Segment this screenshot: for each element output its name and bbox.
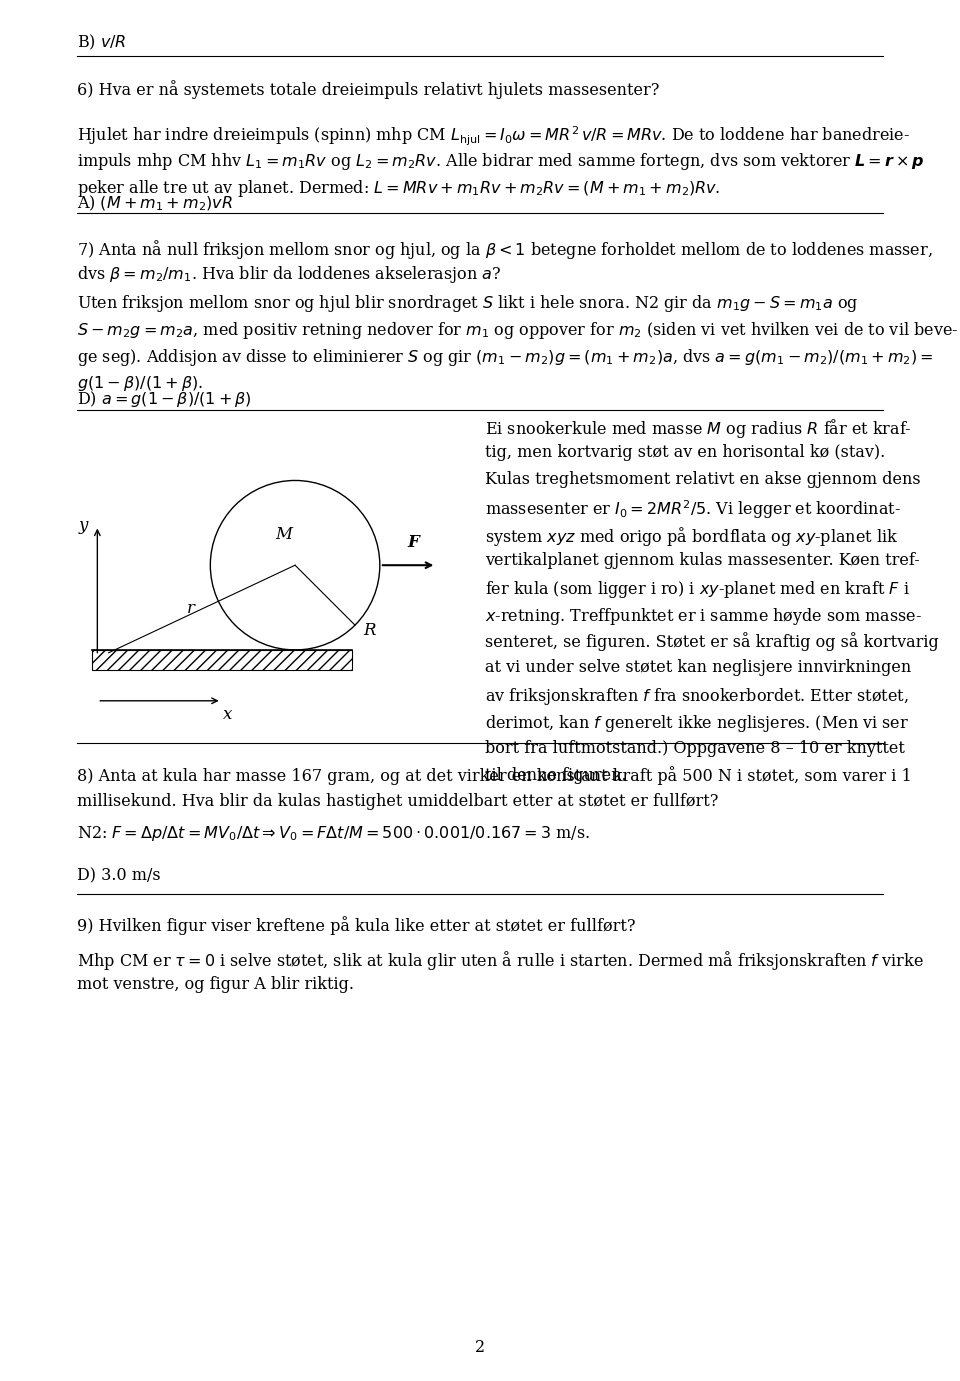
Text: bort fra luftmotstand.) Oppgavene 8 – 10 er knyttet: bort fra luftmotstand.) Oppgavene 8 – 10… xyxy=(485,740,904,757)
Text: av friksjonskraften $f$ fra snookerbordet. Etter støtet,: av friksjonskraften $f$ fra snookerborde… xyxy=(485,686,908,707)
Text: Ei snookerkule med masse $M$ og radius $R$ får et kraf-: Ei snookerkule med masse $M$ og radius $… xyxy=(485,417,912,441)
Text: F: F xyxy=(408,534,420,551)
Text: tig, men kortvarig støt av en horisontal kø (stav).: tig, men kortvarig støt av en horisontal… xyxy=(485,445,885,461)
Text: D) $a = g(1-\beta)/(1+\beta)$: D) $a = g(1-\beta)/(1+\beta)$ xyxy=(77,389,252,409)
Text: system $xyz$ med origo på bordflata og $xy$-planet lik: system $xyz$ med origo på bordflata og $… xyxy=(485,525,898,548)
Text: x: x xyxy=(223,707,232,724)
Text: Uten friksjon mellom snor og hjul blir snordraget $S$ likt i hele snora. N2 gir : Uten friksjon mellom snor og hjul blir s… xyxy=(77,293,858,313)
Text: Mhp CM er $\tau = 0$ i selve støtet, slik at kula glir uten å rulle i starten. D: Mhp CM er $\tau = 0$ i selve støtet, sli… xyxy=(77,949,924,972)
Text: ge seg). Addisjon av disse to eliminierer $S$ og gir $(m_1 - m_2)g = (m_1 + m_2): ge seg). Addisjon av disse to eliminiere… xyxy=(77,347,933,367)
Text: derimot, kan $f$ generelt ikke neglisjeres. (Men vi ser: derimot, kan $f$ generelt ikke neglisjer… xyxy=(485,714,909,735)
Text: N2: $F = \Delta p/\Delta t = MV_0/\Delta t \Rightarrow V_0 = F\Delta t/M = 500\c: N2: $F = \Delta p/\Delta t = MV_0/\Delta… xyxy=(77,824,589,844)
Text: $g(1-\beta)/(1+\beta)$.: $g(1-\beta)/(1+\beta)$. xyxy=(77,373,203,392)
Text: mot venstre, og figur A blir riktig.: mot venstre, og figur A blir riktig. xyxy=(77,975,354,993)
Text: y: y xyxy=(79,516,88,534)
Text: 2: 2 xyxy=(475,1340,485,1356)
Text: Kulas treghetsmoment relativt en akse gjennom dens: Kulas treghetsmoment relativt en akse gj… xyxy=(485,471,921,487)
Text: R: R xyxy=(363,623,375,639)
Text: 7) Anta nå null friksjon mellom snor og hjul, og la $\beta < 1$ betegne forholde: 7) Anta nå null friksjon mellom snor og … xyxy=(77,238,932,261)
Text: 9) Hvilken figur viser kreftene på kula like etter at støtet er fullført?: 9) Hvilken figur viser kreftene på kula … xyxy=(77,916,636,935)
Text: fer kula (som ligger i ro) i $xy$-planet med en kraft $F$ i: fer kula (som ligger i ro) i $xy$-planet… xyxy=(485,579,910,599)
Text: $S - m_2 g = m_2 a$, med positiv retning nedover for $m_1$ og oppover for $m_2$ : $S - m_2 g = m_2 a$, med positiv retning… xyxy=(77,319,958,341)
Text: Hjulet har indre dreieimpuls (spinn) mhp CM $L_{\mathrm{hjul}} = I_0\omega = MR^: Hjulet har indre dreieimpuls (spinn) mhp… xyxy=(77,124,910,148)
Text: til denne figuren.: til denne figuren. xyxy=(485,768,627,784)
Text: A) $(M + m_1 + m_2)vR$: A) $(M + m_1 + m_2)vR$ xyxy=(77,193,232,214)
Text: D) 3.0 m/s: D) 3.0 m/s xyxy=(77,867,160,884)
Text: millisekund. Hva blir da kulas hastighet umiddelbart etter at støtet er fullført: millisekund. Hva blir da kulas hastighet… xyxy=(77,793,718,811)
Text: M: M xyxy=(276,526,292,543)
Text: r: r xyxy=(186,601,195,617)
Text: vertikalplanet gjennom kulas massesenter. Køen tref-: vertikalplanet gjennom kulas massesenter… xyxy=(485,552,920,569)
Text: senteret, se figuren. Støtet er så kraftig og så kortvarig: senteret, se figuren. Støtet er så kraft… xyxy=(485,632,939,652)
Text: peker alle tre ut av planet. Dermed: $L = MRv + m_1 Rv + m_2 Rv = (M + m_1 + m_2: peker alle tre ut av planet. Dermed: $L … xyxy=(77,178,720,199)
Text: massesenter er $I_0 = 2MR^2/5$. Vi legger et koordinat-: massesenter er $I_0 = 2MR^2/5$. Vi legge… xyxy=(485,499,900,521)
Text: 8) Anta at kula har masse 167 gram, og at det virker en konstant kraft på 500 N : 8) Anta at kula har masse 167 gram, og a… xyxy=(77,766,912,786)
Text: 6) Hva er nå systemets totale dreieimpuls relativt hjulets massesenter?: 6) Hva er nå systemets totale dreieimpul… xyxy=(77,80,660,99)
Text: impuls mhp CM hhv $L_1 = m_1 Rv$ og $L_2 = m_2 Rv$. Alle bidrar med samme forteg: impuls mhp CM hhv $L_1 = m_1 Rv$ og $L_2… xyxy=(77,152,924,173)
Text: at vi under selve støtet kan neglisjere innvirkningen: at vi under selve støtet kan neglisjere … xyxy=(485,660,911,677)
Text: $x$-retning. Treffpunktet er i samme høyde som masse-: $x$-retning. Treffpunktet er i samme høy… xyxy=(485,606,922,627)
Text: dvs $\beta = m_2/m_1$. Hva blir da loddenes akselerasjon $a$?: dvs $\beta = m_2/m_1$. Hva blir da lodde… xyxy=(77,265,501,286)
Text: B) $v/R$: B) $v/R$ xyxy=(77,33,126,52)
Bar xyxy=(92,650,351,670)
